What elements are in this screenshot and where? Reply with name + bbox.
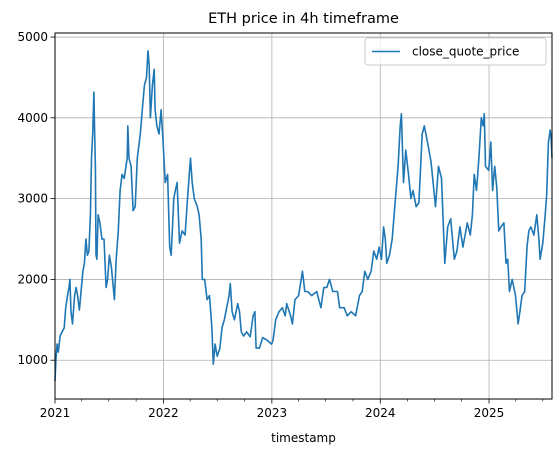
tick-layer: 2021 2022 2023 2024 2025 1000 2000 3000 4000 5000	[17, 30, 544, 420]
x-tick-label: 2024	[365, 406, 396, 420]
chart-title: ETH price in 4h timeframe	[208, 11, 399, 27]
plot-frame	[54, 32, 553, 400]
y-tick-label: 2000	[17, 272, 48, 286]
x-tick-label: 2021	[40, 406, 71, 420]
legend: close_quote_price	[364, 37, 547, 66]
legend-box	[364, 37, 547, 66]
legend-label: close_quote_price	[412, 45, 519, 59]
y-tick-label: 4000	[17, 111, 48, 125]
series-line-close-quote-price	[54, 50, 553, 382]
y-tick-label: 1000	[17, 353, 48, 367]
x-tick-label: 2022	[148, 406, 179, 420]
y-tick-label: 3000	[17, 192, 48, 206]
x-tick-label: 2025	[474, 406, 505, 420]
y-tick-label: 5000	[17, 30, 48, 44]
series-layer	[54, 50, 553, 382]
x-tick-label: 2023	[257, 406, 288, 420]
x-axis-label: timestamp	[271, 431, 336, 445]
